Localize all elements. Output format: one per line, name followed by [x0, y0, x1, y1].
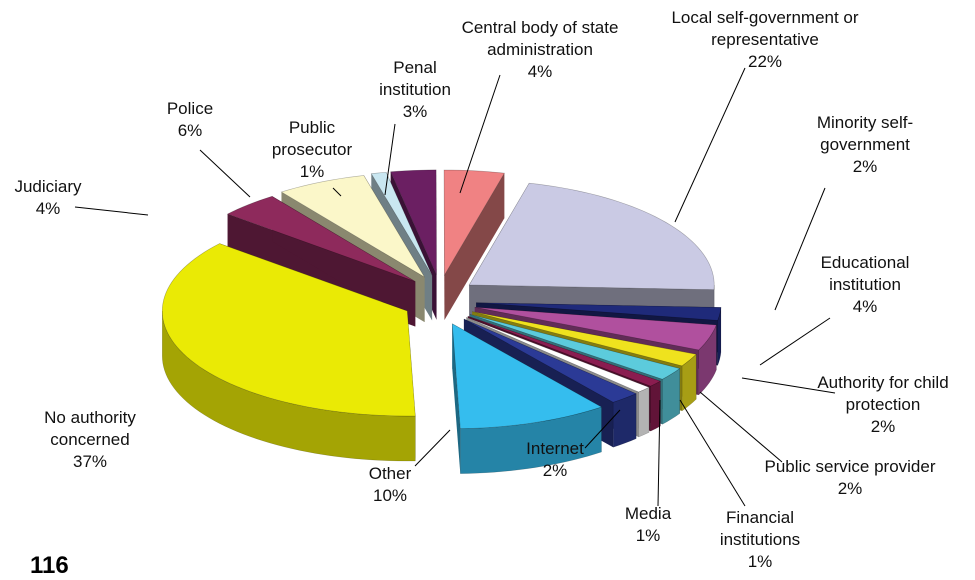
slice-category: Police: [150, 98, 230, 120]
slice-category: Local self-government or representative: [663, 7, 868, 51]
slice-side: [613, 394, 636, 448]
slice-value: 4%: [808, 296, 923, 318]
leader-line: [680, 400, 745, 506]
slice-category: Internet: [510, 438, 600, 460]
slice-value: 1%: [708, 551, 813, 573]
slice-category: Educational institution: [808, 252, 923, 296]
slice-category: Public prosecutor: [262, 117, 362, 161]
slice-category: Judiciary: [8, 176, 88, 198]
slice-category: Central body of state administration: [445, 17, 635, 61]
slice-value: 3%: [368, 101, 463, 123]
page-number: 116: [30, 552, 69, 580]
slice-category: Financial institutions: [708, 507, 813, 551]
slice-value: 10%: [360, 485, 420, 507]
slice-category: Minority self-government: [798, 112, 933, 156]
slice: [469, 183, 714, 290]
slice-category: Media: [618, 503, 678, 525]
slice-value: 6%: [150, 120, 230, 142]
slice-category: No authority concerned: [20, 407, 160, 451]
slice-value: 1%: [262, 161, 362, 183]
leader-line: [675, 68, 745, 222]
slice-side: [639, 387, 650, 437]
leader-line: [700, 392, 782, 462]
slice-category: Public service provider: [740, 456, 960, 478]
leader-line: [760, 318, 830, 365]
slice-value: 4%: [445, 61, 635, 83]
slice-value: 2%: [510, 460, 600, 482]
slice-category: Other: [360, 463, 420, 485]
leader-line: [415, 430, 450, 466]
slice-value: 37%: [20, 451, 160, 473]
slice-category: Authority for child protection: [796, 372, 971, 416]
slice-value: 1%: [618, 525, 678, 547]
leader-line: [200, 150, 250, 197]
slice-side: [651, 381, 661, 431]
slice-value: 22%: [663, 51, 868, 73]
slice-value: 4%: [8, 198, 88, 220]
slice-value: 2%: [796, 416, 971, 438]
slice-value: 2%: [798, 156, 933, 178]
slice-value: 2%: [740, 478, 960, 500]
